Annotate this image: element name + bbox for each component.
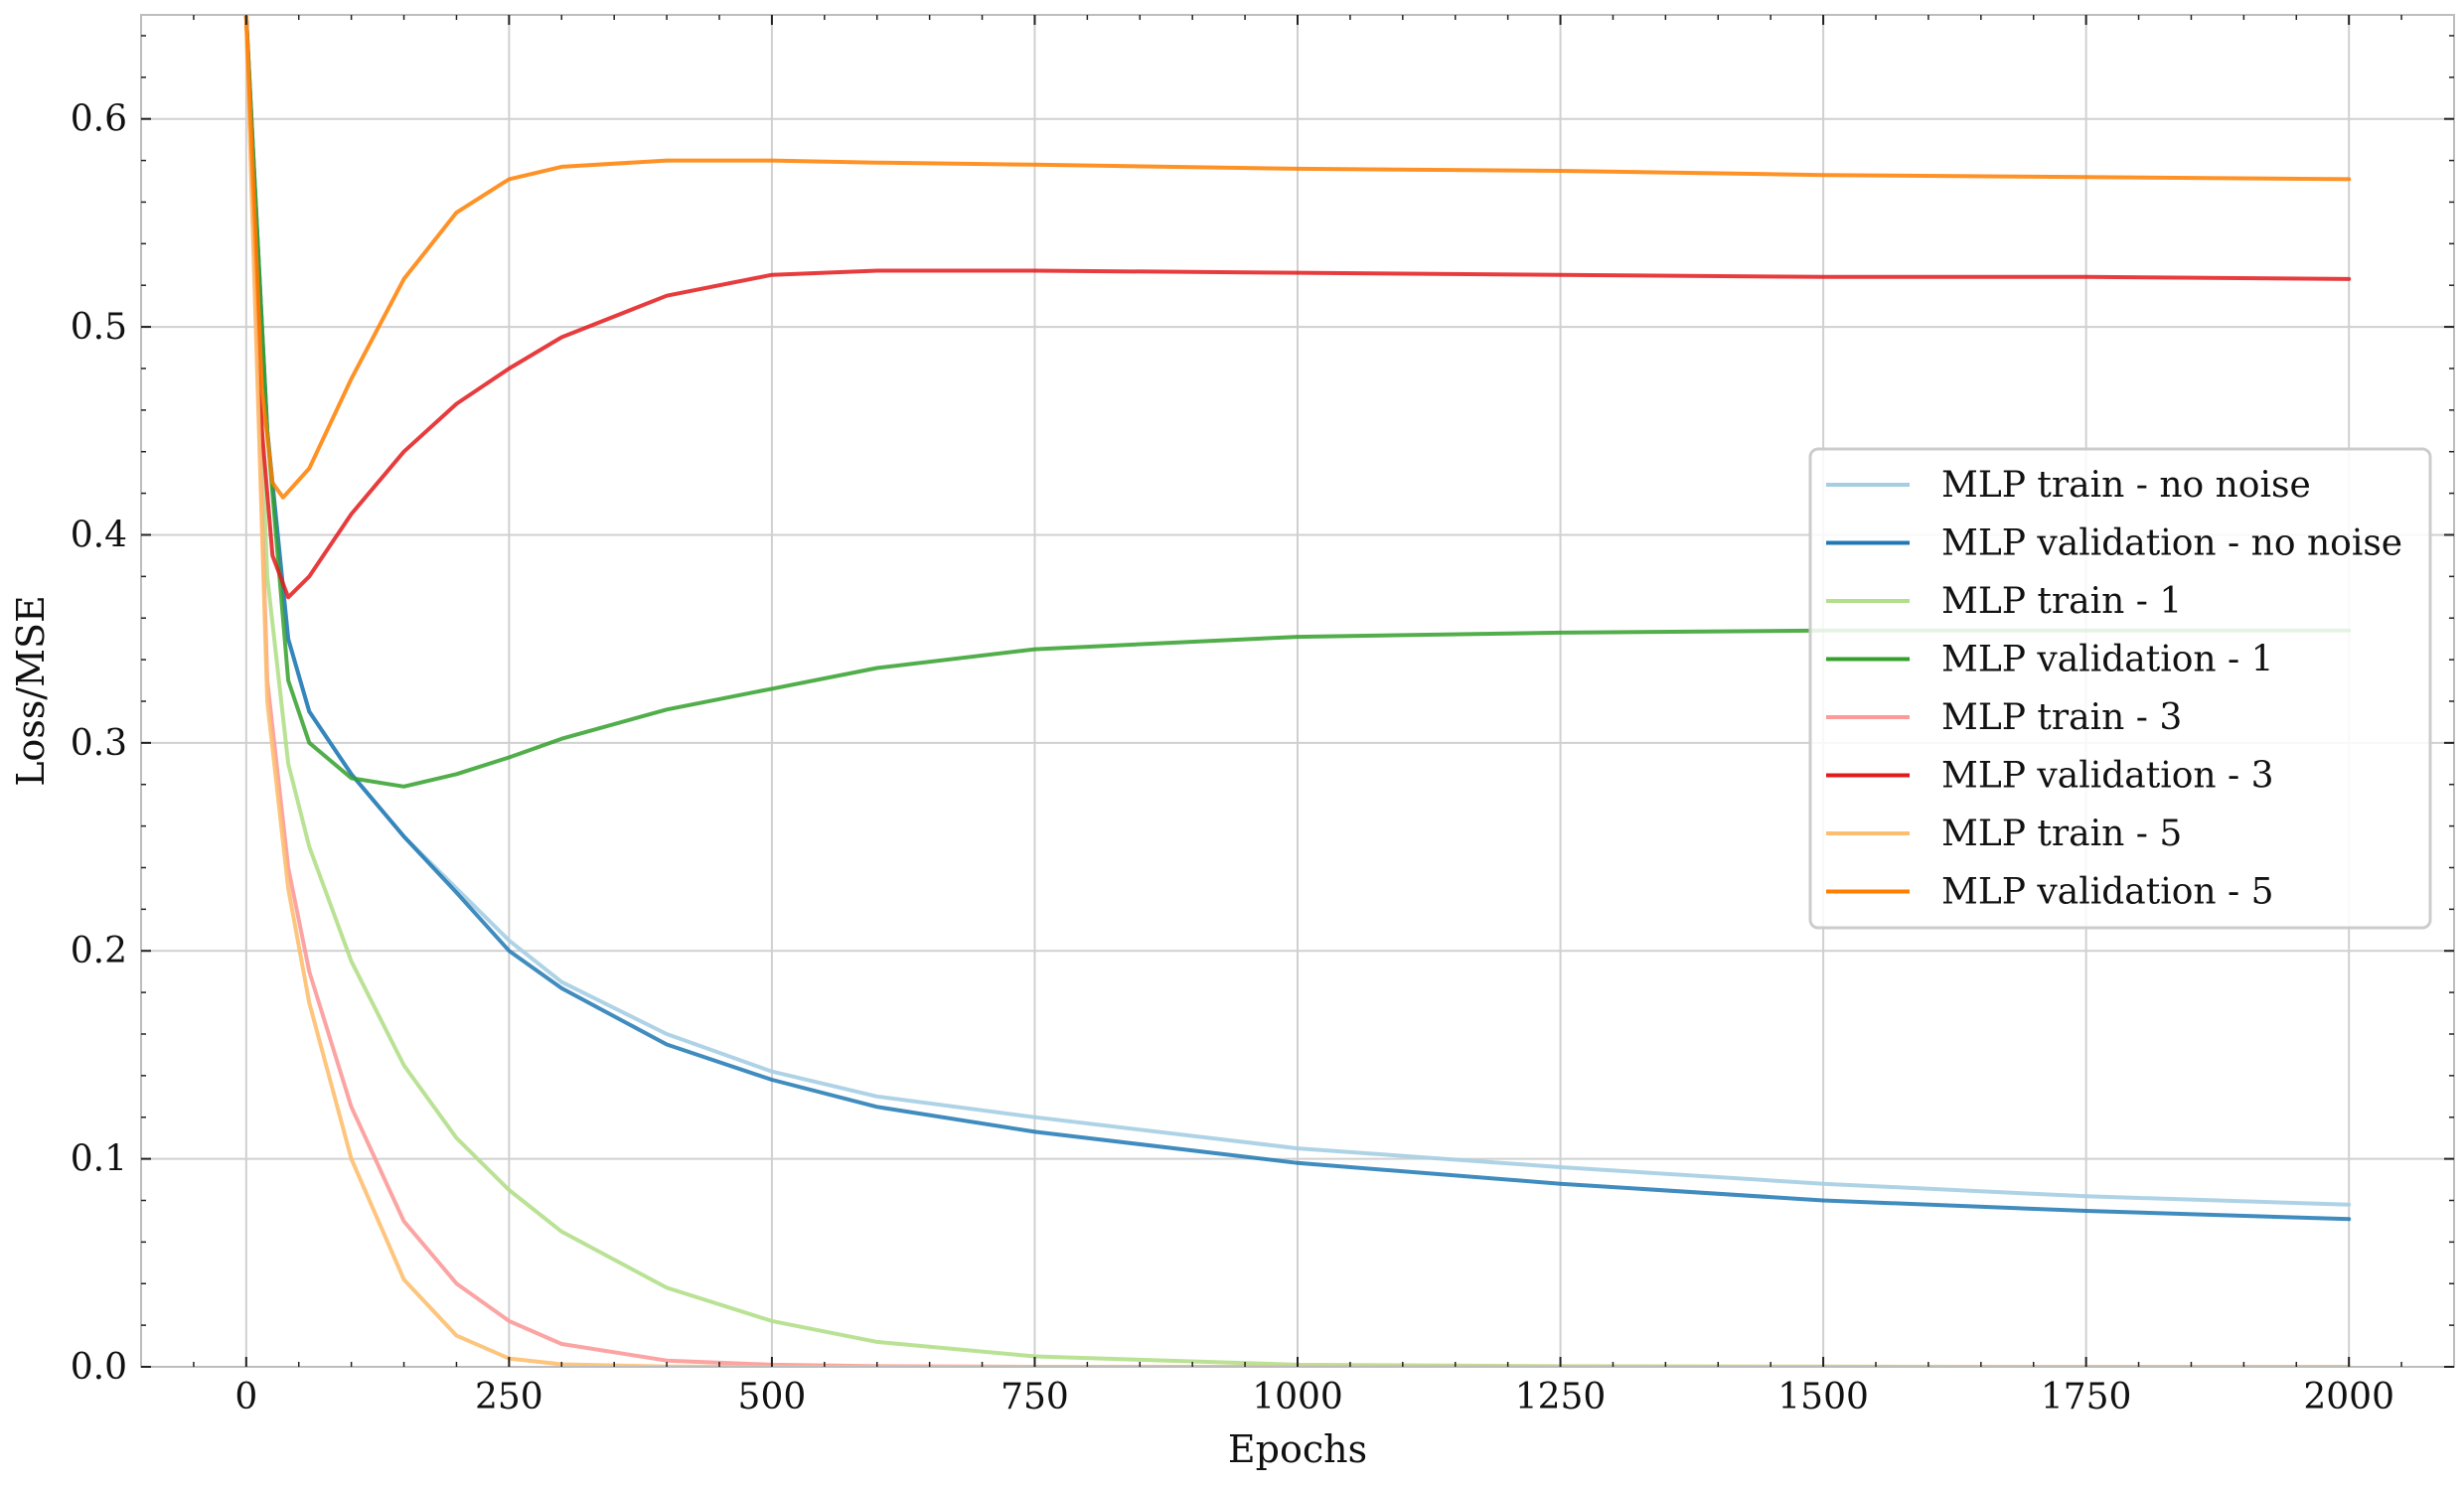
- legend: MLP train - no noise MLP validation - no …: [1808, 447, 2432, 930]
- x-tick-label: 2000: [2303, 1377, 2394, 1417]
- y-tick-label: 0.6: [71, 99, 127, 140]
- y-tick-label: 0.4: [71, 515, 127, 555]
- legend-label-8: MLP validation - 5: [1941, 872, 2274, 913]
- x-tick-label: 250: [475, 1377, 543, 1417]
- series-line-5: [243, 15, 2352, 1367]
- axis-ticks: 0 250 500 750 1000 1250 1500 1750 2000 0.0 0.1 0.2 0…: [71, 15, 2454, 1417]
- legend-label-5: MLP train - 3: [1941, 697, 2182, 738]
- legend-label-7: MLP train - 5: [1941, 814, 2182, 854]
- y-tick-label: 0.1: [71, 1139, 127, 1180]
- x-tick-label: 1750: [2041, 1377, 2132, 1417]
- x-tick-label: 1500: [1777, 1377, 1869, 1417]
- x-tick-label: 750: [1001, 1377, 1069, 1417]
- x-axis-label: Epochs: [1228, 1427, 1367, 1471]
- legend-box: [1808, 447, 2432, 930]
- y-tick-label: 0.5: [71, 307, 127, 348]
- legend-label-4: MLP validation - 1: [1941, 640, 2274, 680]
- series-line-8: [243, 15, 2352, 500]
- legend-label-1: MLP train - no noise: [1941, 465, 2311, 506]
- x-tick-label: 0: [234, 1377, 257, 1417]
- series-line-2: [243, 15, 2352, 1222]
- legend-label-3: MLP train - 1: [1941, 581, 2182, 622]
- x-tick-label: 500: [738, 1377, 807, 1417]
- y-axis-label: Loss/MSE: [9, 595, 53, 787]
- y-tick-label: 0.0: [71, 1347, 127, 1388]
- x-tick-label: 1250: [1515, 1377, 1607, 1417]
- legend-label-2: MLP validation - no noise: [1941, 523, 2402, 564]
- x-tick-label: 1000: [1252, 1377, 1343, 1417]
- legend-label-6: MLP validation - 3: [1941, 756, 2274, 797]
- series-line-6: [243, 15, 2352, 600]
- y-tick-label: 0.2: [71, 931, 127, 971]
- series-line-4: [243, 15, 2352, 789]
- y-tick-label: 0.3: [71, 723, 127, 764]
